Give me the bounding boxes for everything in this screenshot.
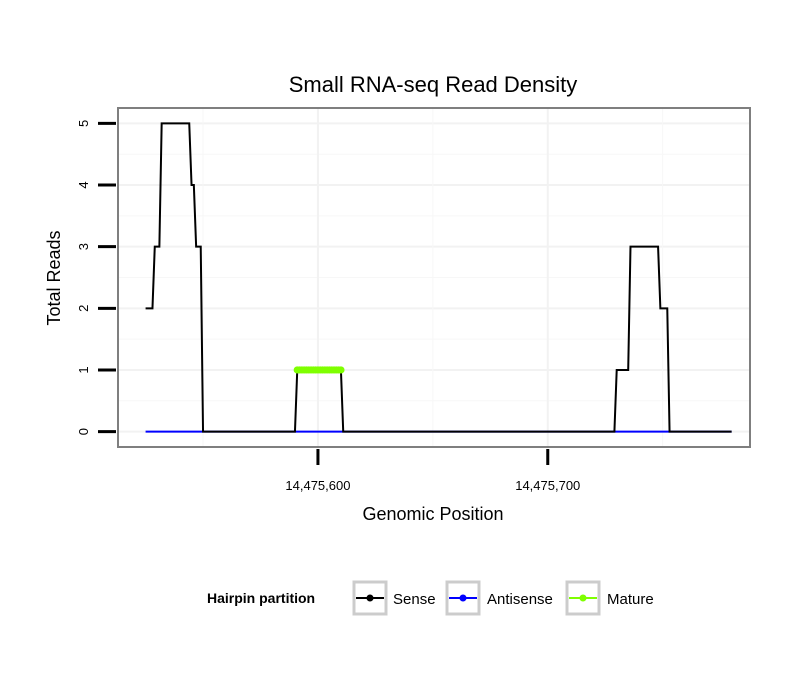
y-tick-label: 1 [76, 366, 91, 373]
legend-label-sense: Sense [393, 591, 436, 608]
y-tick-label: 0 [76, 428, 91, 435]
y-axis-label: Total Reads [44, 230, 64, 325]
legend-label-antisense: Antisense [487, 591, 553, 608]
x-tick-label: 14,475,700 [515, 478, 580, 493]
legend: Hairpin partition Sense Antisense Mature [207, 582, 654, 614]
plot-area [118, 108, 750, 447]
chart-title: Small RNA-seq Read Density [289, 72, 578, 97]
y-tick-label: 4 [76, 181, 91, 188]
mature-points [294, 366, 345, 373]
y-axis: 0 1 2 3 4 5 [76, 120, 116, 435]
y-tick-label: 2 [76, 305, 91, 312]
legend-label-mature: Mature [607, 591, 654, 608]
chart: Small RNA-seq Read Density 0 1 2 3 4 5 14,475… [0, 0, 810, 690]
x-axis-label: Genomic Position [362, 504, 503, 524]
y-tick-label: 3 [76, 243, 91, 250]
legend-key-point [367, 595, 374, 602]
x-axis: 14,475,600 14,475,700 [285, 449, 580, 493]
x-tick-label: 14,475,600 [285, 478, 350, 493]
y-tick-label: 5 [76, 120, 91, 127]
legend-title: Hairpin partition [207, 590, 315, 606]
mature-point [337, 366, 344, 373]
legend-key-point [580, 595, 587, 602]
legend-key-point [460, 595, 467, 602]
